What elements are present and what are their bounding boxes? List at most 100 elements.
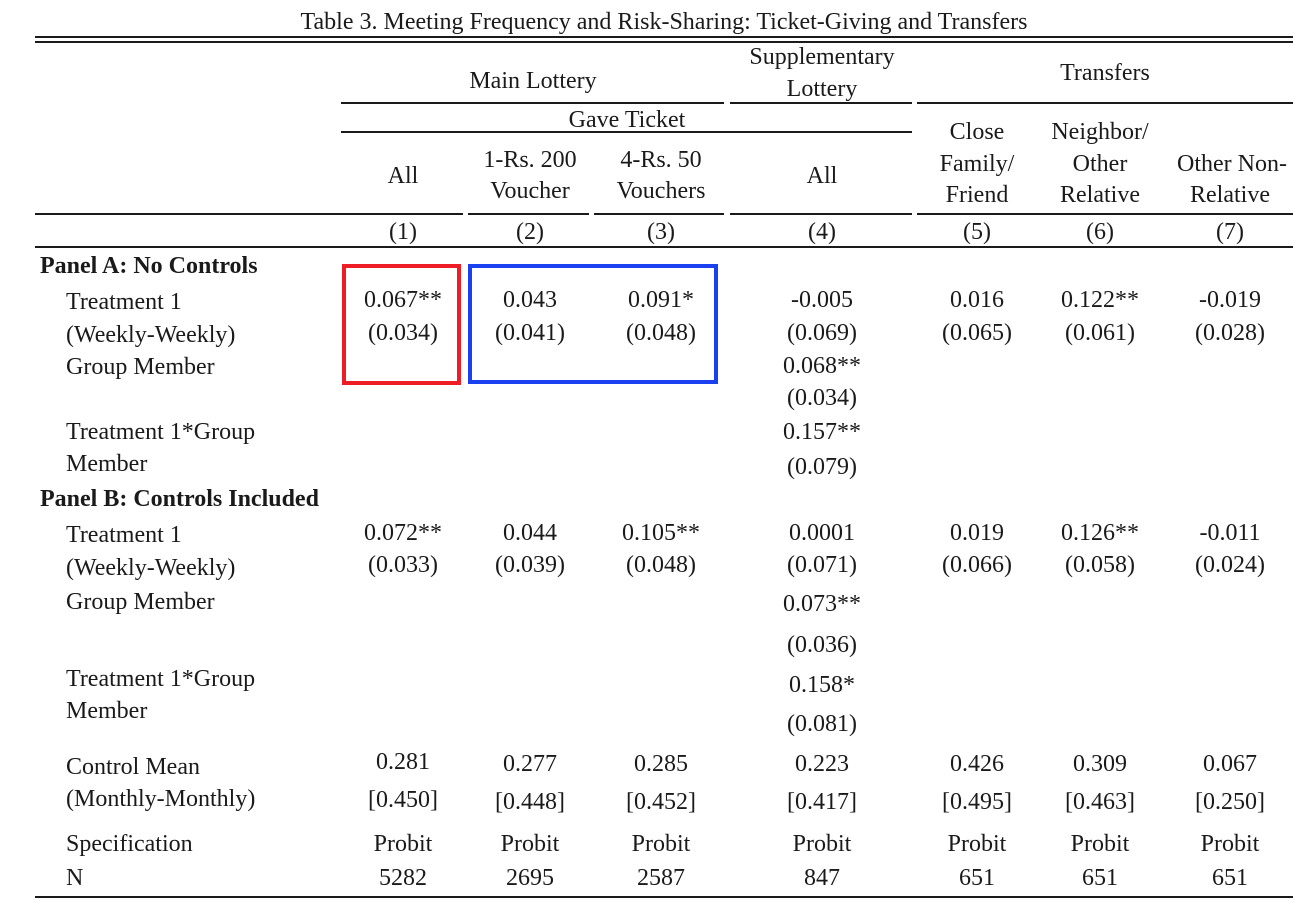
rule-colhead-a	[35, 213, 463, 215]
cell-b-t1-coef-4: 0.0001	[789, 520, 855, 546]
cell-b-t1-se-5: (0.066)	[942, 552, 1012, 578]
header-col6-l1: Neighbor/	[1051, 119, 1149, 145]
bottom-rule	[35, 896, 1293, 898]
header-col4: All	[806, 163, 838, 189]
highlight-box-blue	[468, 264, 718, 384]
header-col2-l1: 1-Rs. 200	[483, 147, 577, 173]
cell-a-t1-coef-3: 0.091*	[628, 287, 694, 313]
cell-a-t1-se-2: (0.041)	[495, 320, 565, 346]
cell-cm-sd-3: [0.452]	[626, 789, 696, 815]
header-transfers: Transfers	[1060, 60, 1150, 86]
cell-a-gm-se-4: (0.034)	[787, 385, 857, 411]
header-col5-l3: Friend	[945, 182, 1009, 208]
cell-spec-6: Probit	[1070, 831, 1130, 857]
top-rule-2	[35, 41, 1293, 43]
rule-colhead-c	[594, 213, 724, 215]
cell-a-t1-se-5: (0.065)	[942, 320, 1012, 346]
cell-a-t1-coef-5: 0.016	[950, 287, 1004, 313]
col-num-6: (6)	[1086, 219, 1114, 245]
cell-n-7: 651	[1212, 865, 1248, 891]
cell-cm-1: 0.281	[376, 749, 430, 775]
cell-spec-7: Probit	[1200, 831, 1260, 857]
cell-a-t1-coef-4: -0.005	[791, 287, 853, 313]
cell-b-t1-coef-3: 0.105**	[622, 520, 700, 546]
panel-a-t1-label-1: Treatment 1	[66, 289, 182, 315]
cell-n-3: 2587	[637, 865, 685, 891]
cell-spec-3: Probit	[631, 831, 691, 857]
cell-a-t1-coef-2: 0.043	[503, 287, 557, 313]
header-col7-l2: Relative	[1190, 182, 1270, 208]
header-col5-l1: Close	[949, 119, 1005, 145]
cell-n-2: 2695	[506, 865, 554, 891]
panel-b-t1-label-2: (Weekly-Weekly)	[66, 555, 236, 581]
specification-label: Specification	[66, 831, 193, 857]
cell-n-4: 847	[804, 865, 840, 891]
cell-b-gm-coef-4: 0.073**	[783, 591, 861, 617]
control-mean-label-1: Control Mean	[66, 754, 200, 780]
header-supp-line2: Lottery	[786, 76, 858, 102]
cell-cm-sd-5: [0.495]	[942, 789, 1012, 815]
cell-n-6: 651	[1082, 865, 1118, 891]
cell-b-t1-coef-7: -0.011	[1199, 520, 1261, 546]
cell-b-int-coef-4: 0.158*	[789, 672, 855, 698]
panel-a-title: Panel A: No Controls	[40, 253, 258, 279]
cell-a-t1-se-1: (0.034)	[368, 320, 438, 346]
cell-a-t1-coef-1: 0.067**	[364, 287, 442, 313]
cell-b-gm-se-4: (0.036)	[787, 632, 857, 658]
header-gave-ticket: Gave Ticket	[568, 107, 686, 133]
cell-a-t1-se-7: (0.028)	[1195, 320, 1265, 346]
panel-b-t1-label-1: Treatment 1	[66, 522, 182, 548]
cell-cm-sd-4: [0.417]	[787, 789, 857, 815]
panel-a-int-label-1: Treatment 1*Group	[66, 419, 256, 445]
rule-colhead-d	[730, 213, 912, 215]
header-main-lottery: Main Lottery	[469, 68, 597, 94]
highlight-box-red	[342, 264, 461, 385]
panel-a-t1-label-2: (Weekly-Weekly)	[66, 322, 236, 348]
rule-below-colnums	[35, 246, 1293, 248]
table-title: Table 3. Meeting Frequency and Risk-Shar…	[300, 9, 1028, 35]
cell-a-t1-se-3: (0.048)	[626, 320, 696, 346]
rule-transfers	[917, 102, 1293, 104]
control-mean-label-2: (Monthly-Monthly)	[66, 786, 256, 812]
cell-a-t1-se-6: (0.061)	[1065, 320, 1135, 346]
cell-spec-2: Probit	[500, 831, 560, 857]
cell-spec-1: Probit	[373, 831, 433, 857]
rule-main-lottery	[341, 102, 724, 104]
cell-b-t1-coef-5: 0.019	[950, 520, 1004, 546]
cell-cm-sd-7: [0.250]	[1195, 789, 1265, 815]
header-col3-l1: 4-Rs. 50	[620, 147, 702, 173]
header-supp-line1: Supplementary	[749, 44, 895, 70]
col-num-3: (3)	[647, 219, 675, 245]
rule-supp-lottery	[730, 102, 912, 104]
cell-b-t1-se-1: (0.033)	[368, 552, 438, 578]
col-num-5: (5)	[963, 219, 991, 245]
rule-colhead-b	[468, 213, 589, 215]
cell-b-t1-se-6: (0.058)	[1065, 552, 1135, 578]
header-col3-l2: Vouchers	[616, 178, 706, 204]
col-num-2: (2)	[516, 219, 544, 245]
header-col2-l2: Voucher	[490, 178, 570, 204]
cell-cm-6: 0.309	[1073, 751, 1127, 777]
panel-a-gm-label: Group Member	[66, 354, 215, 380]
cell-cm-5: 0.426	[950, 751, 1004, 777]
cell-b-t1-se-2: (0.039)	[495, 552, 565, 578]
cell-cm-sd-1: [0.450]	[368, 787, 438, 813]
panel-a-int-label-2: Member	[66, 451, 148, 477]
cell-cm-3: 0.285	[634, 751, 688, 777]
header-col7-l1: Other Non-	[1177, 151, 1287, 177]
top-rule	[35, 36, 1293, 38]
panel-b-int-label-2: Member	[66, 698, 148, 724]
header-col1: All	[387, 163, 419, 189]
panel-b-int-label-1: Treatment 1*Group	[66, 666, 256, 692]
cell-b-t1-coef-1: 0.072**	[364, 520, 442, 546]
cell-n-1: 5282	[379, 865, 427, 891]
panel-b-gm-label: Group Member	[66, 589, 215, 615]
cell-a-gm-coef-4: 0.068**	[783, 353, 861, 379]
cell-cm-sd-6: [0.463]	[1065, 789, 1135, 815]
panel-b-title: Panel B: Controls Included	[40, 486, 319, 512]
cell-b-t1-se-7: (0.024)	[1195, 552, 1265, 578]
cell-b-t1-coef-2: 0.044	[503, 520, 557, 546]
cell-a-t1-coef-7: -0.019	[1199, 287, 1261, 313]
cell-a-t1-coef-6: 0.122**	[1061, 287, 1139, 313]
cell-cm-2: 0.277	[503, 751, 557, 777]
